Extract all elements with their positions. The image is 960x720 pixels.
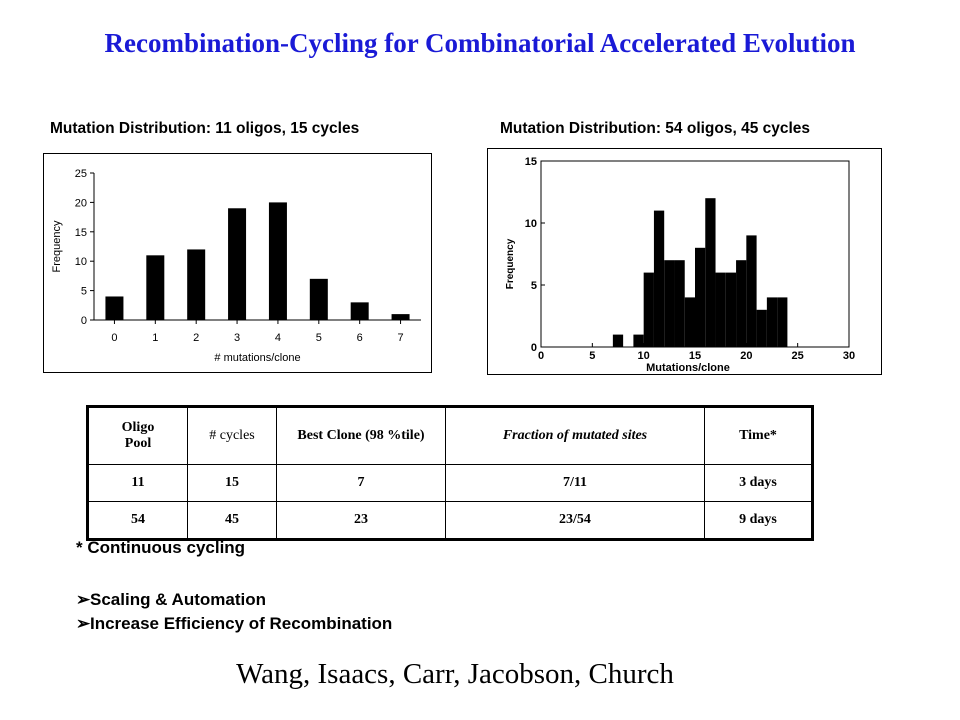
slide-title: Recombination-Cycling for Combinatorial … <box>104 28 856 58</box>
header-cycles: # cycles <box>187 406 277 465</box>
footnote: * Continuous cycling <box>76 538 246 557</box>
bullet-text: Scaling & Automation <box>90 590 266 609</box>
chart2-x-label: Mutations/clone <box>646 362 730 374</box>
chart2-bar <box>756 309 767 347</box>
chart1-y-tick-label: 10 <box>75 256 87 268</box>
table-cell: 45 <box>187 501 277 540</box>
table-cell: 11 <box>87 464 188 502</box>
chart2-y-tick-label: 0 <box>531 342 537 354</box>
chart2-bar <box>612 334 624 347</box>
arrowhead-bullet-icon: ➢ <box>76 590 91 609</box>
chart1-x-tick-label: 2 <box>193 332 199 344</box>
chart1-title: Mutation Distribution: 11 oligos, 15 cyc… <box>50 120 360 137</box>
chart1-y-tick-label: 25 <box>75 168 87 180</box>
chart1-bar <box>350 302 369 320</box>
chart2-svg: 0 5 10 15 20 25 30051015Mutations/cloneFrequen… <box>505 156 855 374</box>
chart1-svg: 0 5 10 15 20 25 0 1 2 3 4 5 6 7 # mutations/clone Frequ… <box>51 168 421 364</box>
chart1-bar <box>228 208 247 320</box>
chart2-bar <box>674 260 685 347</box>
chart1-bar <box>391 314 410 320</box>
chart2-bar <box>684 297 695 347</box>
chart2-x-tick-label: 15 <box>689 350 701 362</box>
chart2-y-tick-label: 10 <box>525 218 537 230</box>
table-cell: 9 days <box>704 501 813 540</box>
chart1-bar <box>309 278 328 320</box>
chart2-x-tick-label: 20 <box>740 350 752 362</box>
chart2-bar <box>695 247 706 347</box>
chart2-title: Mutation Distribution: 54 oligos, 45 cyc… <box>500 120 811 137</box>
chart1-frame: 0 5 10 15 20 25 0 1 2 3 4 5 6 7 # mutations/clone Frequ… <box>43 153 432 373</box>
table-cell: 7/11 <box>445 464 705 502</box>
chart1-bar <box>105 296 124 320</box>
chart1-y-tick-label: 15 <box>75 227 87 239</box>
table-row: 11 15 7 7/11 3 days <box>87 464 813 502</box>
chart2-bar <box>725 272 737 347</box>
table-cell: 7 <box>276 464 446 502</box>
chart2-bar <box>653 210 665 347</box>
chart1-x-label: # mutations/clone <box>214 352 300 364</box>
bullet-text: Increase Efficiency of Recombination <box>90 614 393 633</box>
chart2-bar <box>736 260 747 347</box>
table-cell: 54 <box>87 501 188 540</box>
chart2-bar <box>705 198 716 347</box>
table-cell: 23/54 <box>445 501 705 540</box>
chart1-bar <box>187 249 206 320</box>
chart2-bar <box>746 235 757 347</box>
bullet-list: ➢Scaling & Automation ➢Increase Efficien… <box>76 588 392 636</box>
chart2-x-tick-label: 0 <box>538 350 544 362</box>
table-row: 54 45 23 23/54 9 days <box>87 501 813 540</box>
chart1-x-tick-label: 3 <box>234 332 240 344</box>
chart2-x-tick-label: 10 <box>638 350 650 362</box>
header-time: Time* <box>704 406 813 465</box>
chart2-y-label: Frequency <box>505 238 516 289</box>
chart1-x-tick-label: 5 <box>316 332 322 344</box>
chart1-y-tick-label: 5 <box>81 286 87 298</box>
chart2-x-tick-label: 25 <box>792 350 804 362</box>
chart2-y-tick-label: 15 <box>525 156 537 168</box>
chart2-bar <box>715 272 726 347</box>
chart2-bar <box>633 334 644 347</box>
chart1-x-tick-label: 1 <box>152 332 158 344</box>
results-table: Oligo Pool # cycles Best Clone (98 %tile… <box>86 405 814 541</box>
chart2-bar <box>766 297 778 347</box>
chart2-bar <box>643 272 654 347</box>
chart1-y-tick-label: 20 <box>75 197 87 209</box>
chart2-frame: 0 5 10 15 20 25 30 0 5 10 15 Mutations/clone Frequen… <box>487 148 882 375</box>
header-fraction-mutated: Fraction of mutated sites <box>445 406 705 465</box>
table-cell: 3 days <box>704 464 813 502</box>
chart1-x-tick-label: 0 <box>111 332 117 344</box>
chart1-bar <box>268 202 287 320</box>
chart1-x-tick-label: 4 <box>275 332 281 344</box>
chart1-x-tick-label: 7 <box>398 332 404 344</box>
chart2-y-tick-label: 5 <box>531 280 537 292</box>
table-header-row: Oligo Pool # cycles Best Clone (98 %tile… <box>87 406 813 465</box>
arrowhead-bullet-icon: ➢ <box>76 614 91 633</box>
chart1-bar <box>146 255 165 320</box>
bullet-item: ➢Scaling & Automation <box>76 588 392 612</box>
chart2-x-tick-label: 30 <box>843 350 855 362</box>
authors: Wang, Isaacs, Carr, Jacobson, Church <box>236 658 674 690</box>
chart1-y-label: Frequency <box>51 220 63 272</box>
table-cell: 23 <box>276 501 446 540</box>
header-best-clone: Best Clone (98 %tile) <box>276 406 446 465</box>
header-oligo-pool: Oligo Pool <box>87 406 188 465</box>
chart2-bar <box>777 297 788 347</box>
chart2-x-tick-label: 5 <box>589 350 595 362</box>
bullet-item: ➢Increase Efficiency of Recombination <box>76 612 392 636</box>
chart1-x-tick-label: 6 <box>357 332 363 344</box>
table-cell: 15 <box>187 464 277 502</box>
chart1-y-tick-label: 0 <box>81 315 87 327</box>
chart2-bar <box>664 260 675 347</box>
